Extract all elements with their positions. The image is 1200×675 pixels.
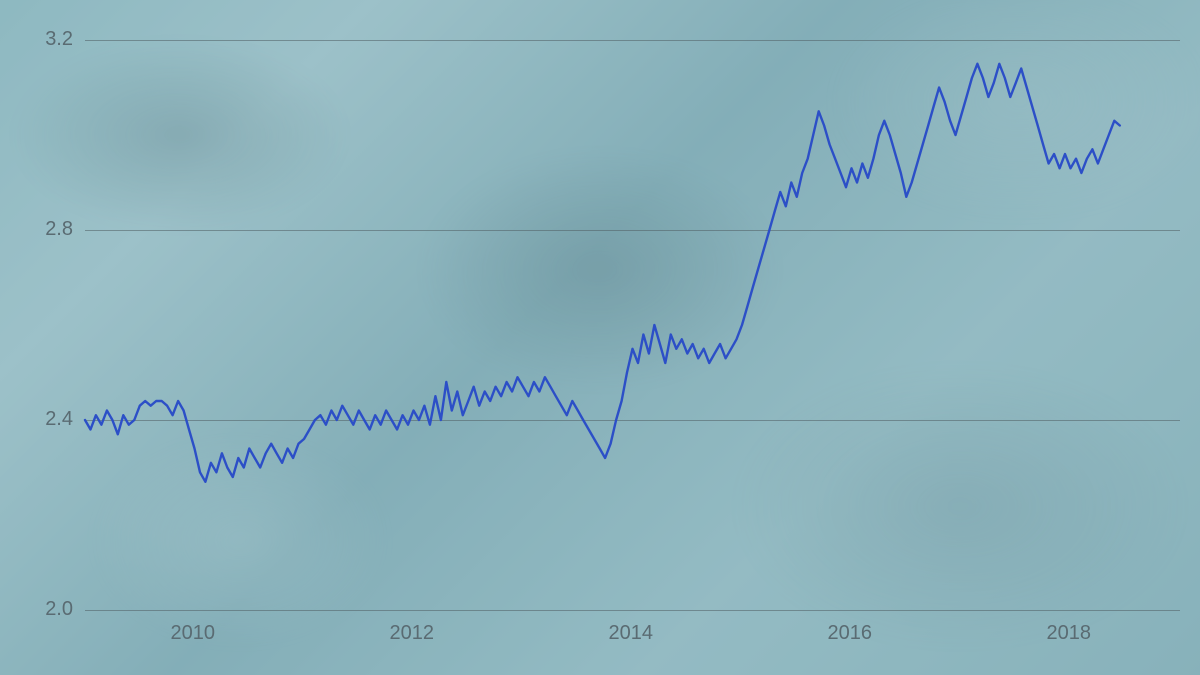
chart-plot-area: 2.02.42.83.220102012201420162018 (0, 0, 1200, 675)
price-line (85, 64, 1120, 482)
chart-container: 2.02.42.83.220102012201420162018 (0, 0, 1200, 675)
line-chart-svg (0, 0, 1200, 675)
